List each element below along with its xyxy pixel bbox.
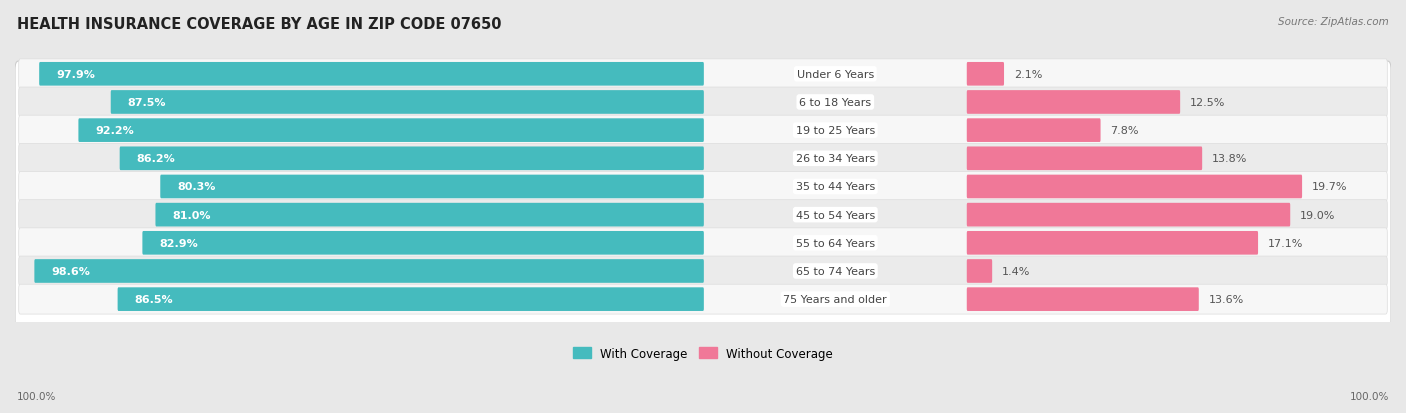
Text: 2.1%: 2.1% bbox=[1014, 70, 1042, 80]
Text: 82.9%: 82.9% bbox=[159, 238, 198, 248]
Text: 86.5%: 86.5% bbox=[135, 294, 173, 304]
FancyBboxPatch shape bbox=[967, 259, 993, 283]
Text: 12.5%: 12.5% bbox=[1189, 98, 1225, 108]
Text: 19 to 25 Years: 19 to 25 Years bbox=[796, 126, 875, 136]
Text: 97.9%: 97.9% bbox=[56, 70, 94, 80]
FancyBboxPatch shape bbox=[34, 259, 704, 283]
Text: 13.8%: 13.8% bbox=[1212, 154, 1247, 164]
FancyBboxPatch shape bbox=[967, 287, 1199, 311]
FancyBboxPatch shape bbox=[18, 228, 1388, 258]
Text: 1.4%: 1.4% bbox=[1002, 266, 1031, 276]
Text: 100.0%: 100.0% bbox=[1350, 391, 1389, 401]
FancyBboxPatch shape bbox=[18, 116, 1388, 146]
FancyBboxPatch shape bbox=[18, 285, 1388, 314]
Text: 75 Years and older: 75 Years and older bbox=[783, 294, 887, 304]
Text: 98.6%: 98.6% bbox=[51, 266, 90, 276]
FancyBboxPatch shape bbox=[18, 256, 1388, 286]
Text: 19.0%: 19.0% bbox=[1301, 210, 1336, 220]
Text: 7.8%: 7.8% bbox=[1111, 126, 1139, 136]
FancyBboxPatch shape bbox=[967, 203, 1291, 227]
FancyBboxPatch shape bbox=[967, 63, 1004, 86]
FancyBboxPatch shape bbox=[18, 144, 1388, 174]
FancyBboxPatch shape bbox=[967, 175, 1302, 199]
Text: 19.7%: 19.7% bbox=[1312, 182, 1347, 192]
FancyBboxPatch shape bbox=[18, 60, 1388, 90]
FancyBboxPatch shape bbox=[18, 172, 1388, 202]
Text: 13.6%: 13.6% bbox=[1209, 294, 1244, 304]
FancyBboxPatch shape bbox=[111, 91, 704, 114]
FancyBboxPatch shape bbox=[967, 147, 1202, 171]
Text: 35 to 44 Years: 35 to 44 Years bbox=[796, 182, 875, 192]
FancyBboxPatch shape bbox=[15, 62, 1391, 329]
Text: HEALTH INSURANCE COVERAGE BY AGE IN ZIP CODE 07650: HEALTH INSURANCE COVERAGE BY AGE IN ZIP … bbox=[17, 17, 502, 31]
Text: 17.1%: 17.1% bbox=[1268, 238, 1303, 248]
FancyBboxPatch shape bbox=[39, 63, 704, 86]
Text: 55 to 64 Years: 55 to 64 Years bbox=[796, 238, 875, 248]
FancyBboxPatch shape bbox=[160, 175, 704, 199]
FancyBboxPatch shape bbox=[967, 231, 1258, 255]
FancyBboxPatch shape bbox=[18, 88, 1388, 118]
Text: 86.2%: 86.2% bbox=[136, 154, 176, 164]
FancyBboxPatch shape bbox=[967, 91, 1180, 114]
FancyBboxPatch shape bbox=[79, 119, 704, 142]
Text: 100.0%: 100.0% bbox=[17, 391, 56, 401]
Text: 65 to 74 Years: 65 to 74 Years bbox=[796, 266, 875, 276]
FancyBboxPatch shape bbox=[967, 119, 1101, 142]
Text: 81.0%: 81.0% bbox=[172, 210, 211, 220]
FancyBboxPatch shape bbox=[120, 147, 704, 171]
Text: Under 6 Years: Under 6 Years bbox=[797, 70, 875, 80]
FancyBboxPatch shape bbox=[118, 287, 704, 311]
FancyBboxPatch shape bbox=[18, 200, 1388, 230]
FancyBboxPatch shape bbox=[142, 231, 704, 255]
FancyBboxPatch shape bbox=[156, 203, 704, 227]
Text: 26 to 34 Years: 26 to 34 Years bbox=[796, 154, 875, 164]
Legend: With Coverage, Without Coverage: With Coverage, Without Coverage bbox=[568, 342, 838, 365]
Text: Source: ZipAtlas.com: Source: ZipAtlas.com bbox=[1278, 17, 1389, 26]
Text: 87.5%: 87.5% bbox=[128, 98, 166, 108]
Text: 6 to 18 Years: 6 to 18 Years bbox=[799, 98, 872, 108]
Text: 80.3%: 80.3% bbox=[177, 182, 215, 192]
Text: 92.2%: 92.2% bbox=[96, 126, 134, 136]
Text: 45 to 54 Years: 45 to 54 Years bbox=[796, 210, 875, 220]
